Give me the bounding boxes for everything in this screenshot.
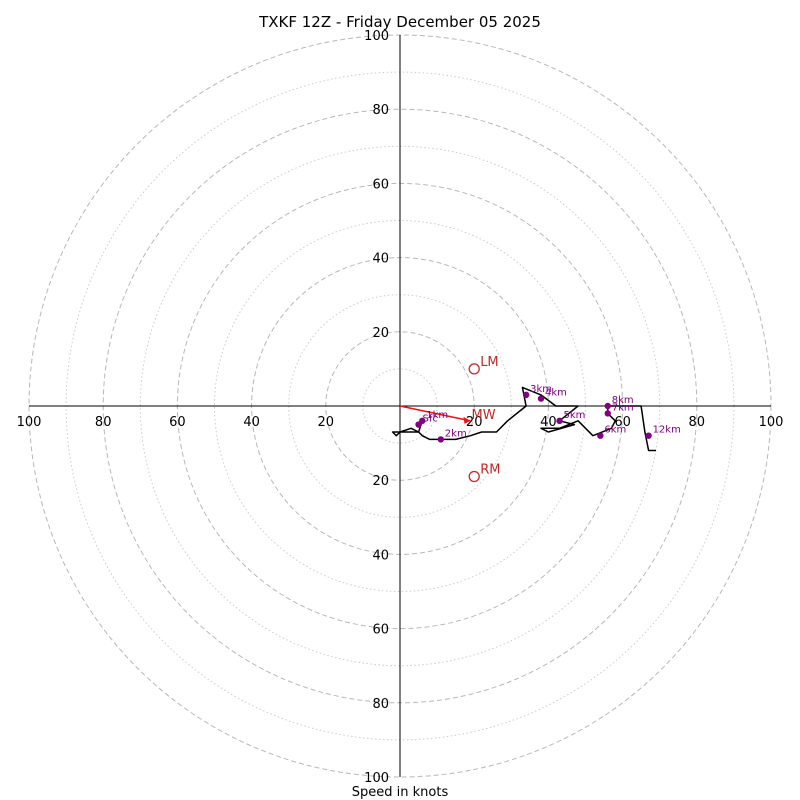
height-label-1km: 1km: [426, 410, 448, 421]
tick-labels: 100 80 60 40 20 20 40 60 80 100 100 80 60 40 20 20 40 60 8…: [17, 29, 784, 786]
x-tick-label: 80: [95, 415, 112, 430]
y-tick-label: 100: [364, 29, 389, 44]
left-mover-marker: [468, 363, 480, 375]
height-marker-8km: [604, 402, 611, 410]
height-label-3km: 3km: [530, 384, 552, 395]
chart-title: TXKF 12Z - Friday December 05 2025: [258, 13, 541, 31]
y-tick-label: 60: [372, 177, 389, 192]
x-tick-label: 20: [466, 415, 483, 430]
x-tick-label: 100: [759, 415, 784, 430]
y-tick-label: 60: [372, 623, 389, 638]
left-mover-label: LM: [480, 355, 498, 370]
x-tick-label: 60: [169, 415, 186, 430]
y-tick-label: 100: [364, 771, 389, 786]
mean-wind-arrowhead: [463, 416, 471, 424]
height-label-6km: 6km: [604, 425, 626, 436]
y-tick-label: 80: [372, 103, 389, 118]
height-marker-12km: [645, 432, 652, 439]
x-tick-label: 80: [689, 415, 706, 430]
right-mover-marker: [468, 470, 480, 483]
y-tick-label: 40: [372, 252, 389, 267]
height-label-2km: 2km: [445, 428, 467, 439]
y-tick-label: 20: [372, 474, 389, 489]
y-tick-label: 40: [372, 548, 389, 563]
height-label-8km: 8km: [612, 395, 634, 406]
height-marker-2km: [437, 436, 445, 443]
mean-wind-vector: [399, 405, 471, 422]
x-axis-label: Speed in knots: [352, 785, 449, 800]
height-label-5km: 5km: [564, 410, 586, 421]
height-marker-6km: [597, 432, 604, 439]
x-tick-label: 60: [614, 415, 631, 430]
x-tick-label: 40: [540, 415, 557, 430]
y-tick-label: 20: [372, 326, 389, 341]
hodograph-trace: [391, 386, 656, 452]
height-label-12km: 12km: [653, 425, 681, 436]
x-tick-label: 100: [17, 415, 42, 430]
height-label-Sfc: Sfc: [423, 414, 438, 425]
right-mover-label: RM: [480, 462, 500, 477]
hodograph-series: [391, 386, 656, 452]
y-tick-label: 80: [372, 697, 389, 712]
height-marker-4km: [537, 395, 545, 402]
x-tick-label: 20: [318, 415, 335, 430]
mean-wind-label: MW: [471, 408, 495, 423]
height-marker-3km: [522, 391, 530, 399]
storm-motion-markers: MW LM RM: [399, 355, 500, 483]
height-label-7km: 7km: [612, 402, 634, 413]
x-tick-label: 40: [243, 415, 260, 430]
height-marker-7km: [604, 410, 611, 417]
height-marker-5km: [556, 417, 563, 425]
height-label-4km: 4km: [545, 388, 567, 399]
height-marker-1km: [419, 417, 426, 425]
